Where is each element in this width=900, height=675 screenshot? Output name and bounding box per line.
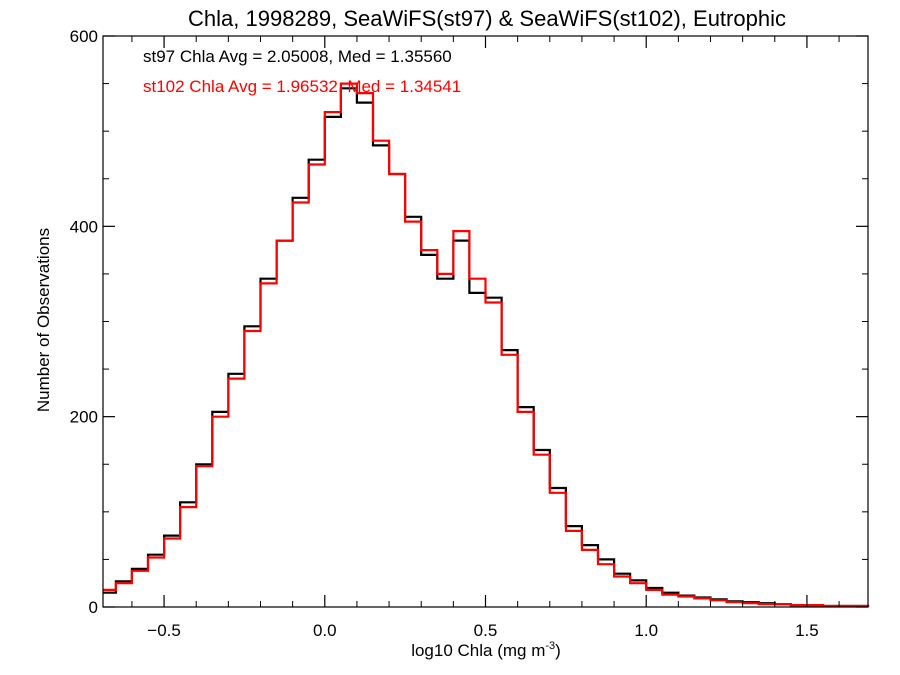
annotation-st97: st97 Chla Avg = 2.05008, Med = 1.35560 bbox=[143, 47, 452, 66]
plot-frame bbox=[102, 35, 869, 608]
y-tick-label: 0 bbox=[89, 598, 98, 617]
y-axis-label: Number of Observations bbox=[34, 228, 53, 412]
x-tick-label: 0.0 bbox=[313, 621, 337, 640]
x-axis-label-close: ) bbox=[555, 641, 561, 660]
y-tick-label: 600 bbox=[70, 27, 98, 46]
x-axis-label-superscript: -3 bbox=[545, 640, 555, 652]
x-axis-label-main: log10 Chla (mg m bbox=[411, 641, 545, 660]
y-tick-label: 200 bbox=[70, 408, 98, 427]
x-axis-label: log10 Chla (mg m-3) bbox=[411, 640, 561, 660]
series-line-1 bbox=[103, 82, 870, 608]
x-tick-label: −0.5 bbox=[147, 621, 181, 640]
series-layer bbox=[103, 82, 870, 608]
x-tick-label: 0.5 bbox=[474, 621, 498, 640]
tick-layer: −0.5 0.0 0.5 1.0 1.5 0 200 400 600 bbox=[70, 27, 868, 640]
y-tick-label: 400 bbox=[70, 217, 98, 236]
x-tick-label: 1.0 bbox=[634, 621, 658, 640]
chart-title: Chla, 1998289, SeaWiFS(st97) & SeaWiFS(s… bbox=[188, 6, 786, 31]
x-tick-label: 1.5 bbox=[795, 621, 819, 640]
annotation-st102: st102 Chla Avg = 1.96532, Med = 1.34541 bbox=[143, 77, 461, 96]
series-line-0 bbox=[103, 87, 870, 608]
